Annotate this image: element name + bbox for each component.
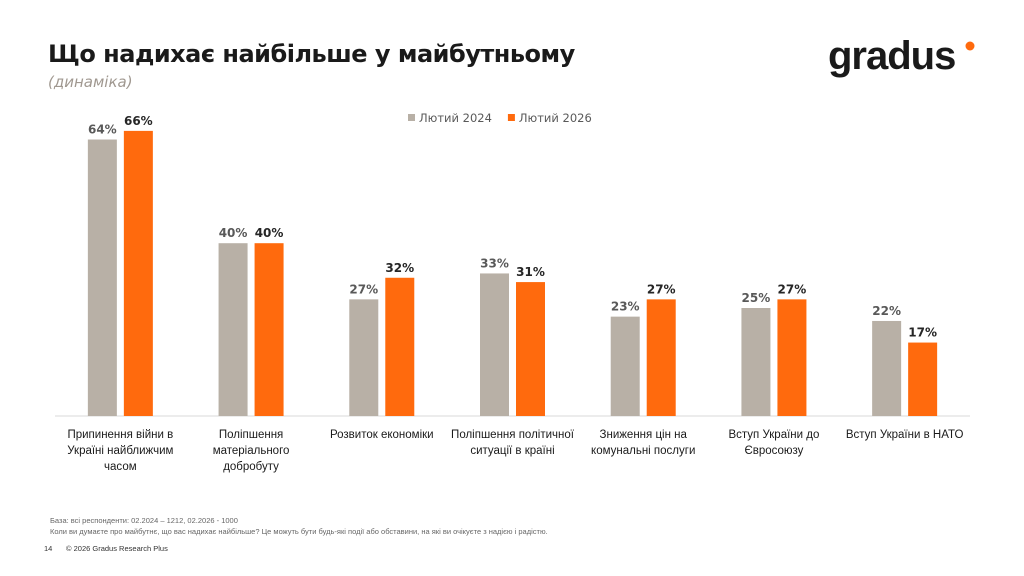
data-label: 32% [385, 261, 414, 275]
x-tick-label: Вступ України в НАТО [845, 429, 964, 441]
bar [254, 243, 284, 416]
x-tick-label: Розвиток економіки [329, 429, 434, 441]
data-label: 40% [255, 226, 284, 240]
bar [872, 320, 902, 416]
logo: gradus [828, 34, 956, 78]
bar [349, 299, 379, 416]
bar [123, 130, 153, 416]
bar [385, 277, 415, 416]
legend-label: Лютий 2026 [519, 111, 592, 125]
data-label: 33% [480, 256, 509, 270]
bar [777, 299, 807, 416]
data-label: 40% [219, 226, 248, 240]
footnote: Коли ви думаєте про майбутнє, що вас над… [50, 527, 548, 536]
data-label: 17% [908, 326, 937, 340]
chart-subtitle: (динаміка) [48, 73, 133, 91]
x-tick-label: Зниження цін на комунальні послуги [591, 429, 696, 457]
x-tick-label: Поліпшення політичної ситуації в країні [451, 429, 574, 457]
data-label: 27% [349, 282, 378, 296]
data-label: 22% [872, 304, 901, 318]
data-label: 66% [124, 114, 153, 128]
legend-swatch [507, 114, 515, 121]
x-tick-label: Вступ України до Євросоюзу [728, 429, 820, 457]
bar [218, 243, 248, 416]
copyright: © 2026 Gradus Research Plus [66, 544, 168, 553]
chart-title: Що надихає найбільше у майбутньому [48, 40, 575, 68]
data-label: 64% [88, 123, 117, 137]
legend-swatch [408, 114, 415, 121]
data-label: 23% [611, 300, 640, 314]
legend-label: Лютий 2024 [419, 111, 492, 125]
logo-dot [965, 41, 975, 51]
x-tick-label: Припинення війни в Україні найближчим ча… [67, 429, 174, 473]
x-tick-label: Поліпшення матеріального добробуту [212, 429, 290, 473]
bar [908, 342, 938, 416]
footnote: База: всі респонденти: 02.2024 – 1212, 0… [50, 516, 238, 525]
data-label: 27% [778, 282, 807, 296]
bar [646, 299, 676, 416]
data-label: 25% [742, 291, 771, 305]
bar [610, 316, 640, 416]
bar [87, 139, 117, 416]
data-label: 31% [516, 265, 545, 279]
bar [480, 273, 509, 416]
page-number: 14 [44, 544, 53, 553]
data-label: 27% [647, 282, 676, 296]
bar [741, 308, 771, 416]
bar [516, 282, 545, 416]
